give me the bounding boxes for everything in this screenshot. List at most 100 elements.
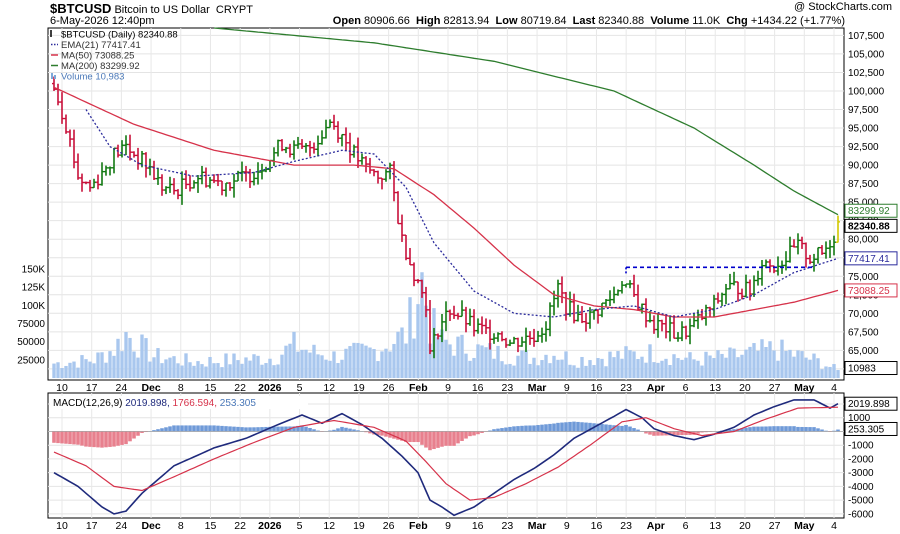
time-tick-label: 19 [353, 382, 365, 394]
volume-bar [444, 339, 448, 378]
volume-bar [184, 353, 188, 378]
volume-bar [688, 352, 692, 378]
macd-histogram-bar [520, 425, 524, 432]
macd-histogram-bar [280, 426, 284, 432]
volume-bar [404, 343, 408, 378]
volume-bar [220, 367, 224, 378]
macd-histogram-bar [156, 429, 160, 432]
volume-bar [80, 355, 84, 378]
price-value-tag: 73088.25 [848, 286, 890, 297]
macd-histogram-bar [832, 430, 836, 432]
ma50-line [53, 86, 839, 318]
volume-bar [644, 362, 648, 378]
macd-histogram-bar [804, 427, 808, 432]
volume-bar [408, 297, 412, 378]
volume-bar [420, 272, 424, 378]
macd-histogram-bar [624, 425, 628, 432]
macd-histogram-bar [188, 425, 192, 432]
macd-histogram-bar [116, 431, 120, 446]
macd-histogram-bar [260, 427, 264, 432]
volume-bar [64, 365, 68, 378]
instrument-name: Bitcoin to US Dollar [114, 4, 210, 16]
macd-value-tag-box [844, 396, 898, 411]
signal-line [53, 406, 839, 501]
macd-histogram-bar [172, 425, 176, 432]
macd-histogram-bar [432, 431, 436, 450]
volume-bar [804, 357, 808, 378]
volume-bar [672, 354, 676, 378]
volume-bar [588, 360, 592, 378]
volume-bar [336, 363, 340, 378]
macd-histogram-bar [752, 426, 756, 432]
volume-bar [776, 360, 780, 378]
volume-bar [292, 331, 296, 378]
macd-histogram-bar [536, 425, 540, 432]
time-tick-label: 12 [323, 520, 335, 532]
macd-histogram-bar [568, 421, 572, 432]
macd-histogram-bar [780, 426, 784, 432]
macd-histogram-bar [796, 426, 800, 432]
macd-histogram-bar [152, 430, 156, 432]
macd-histogram-bar [176, 425, 180, 432]
macd-histogram-bar [560, 422, 564, 432]
macd-histogram-bar [480, 431, 484, 433]
time-tick-label: 26 [383, 520, 395, 532]
price-value-tag: 83299.92 [848, 206, 890, 217]
macd-histogram-bar [68, 431, 72, 445]
macd-histogram-bar [504, 427, 508, 432]
macd-histogram-bar [352, 429, 356, 432]
volume-bar [476, 344, 480, 378]
time-tick-label: 27 [769, 382, 781, 394]
price-value-tag-box [844, 251, 898, 266]
volume-bar [564, 351, 568, 378]
macd-histogram-bar [316, 430, 320, 432]
volume-bar [516, 355, 520, 378]
macd-histogram-bar [488, 430, 492, 432]
volume-bar [632, 351, 636, 378]
macd-histogram-bar [216, 425, 220, 432]
price-tick-label: 102,500 [848, 68, 885, 79]
time-tick-label: Mar [528, 382, 547, 394]
value-tags: 83299.9282340.8877417.4173088.2510983201… [50, 30, 898, 436]
volume-bar [164, 359, 168, 378]
volume-bar [812, 353, 816, 378]
volume-bar [616, 351, 620, 378]
volume-bar [788, 349, 792, 378]
macd-histogram-bar [756, 426, 760, 432]
ema21-line [85, 109, 839, 318]
macd-legend: MACD(12,26,9) 2019.898, 1766.594, 253.30… [53, 398, 256, 409]
volume-bar [156, 348, 160, 378]
macd-histogram-bar [244, 427, 248, 432]
volume-bar [456, 336, 460, 378]
time-tick-label: 20 [739, 382, 751, 394]
volume-bar [344, 348, 348, 378]
volume-bar [224, 353, 228, 378]
volume-bar [360, 343, 364, 378]
volume-bar [216, 363, 220, 378]
macd-histogram-bar [660, 431, 664, 436]
macd-histogram-bar [192, 425, 196, 432]
macd-histogram-bar [684, 431, 688, 435]
macd-histogram-bar [396, 431, 400, 440]
macd-histogram-bar [740, 428, 744, 432]
macd-histogram-bar [500, 428, 504, 432]
time-tick-label: 6 [683, 520, 689, 532]
volume-bar [152, 357, 156, 378]
macd-histogram-bar [132, 431, 136, 439]
macd-value-tag: 2019.898 [848, 399, 890, 410]
macd-histogram-bar [392, 431, 396, 439]
volume-bar [172, 356, 176, 378]
macd-histogram-bar [628, 426, 632, 432]
volume-value: 11.0K [692, 15, 721, 27]
macd-histogram-bar [544, 424, 548, 432]
macd-histogram-bar [728, 429, 732, 432]
macd-histogram-bar [492, 429, 496, 432]
volume-bar [144, 338, 148, 378]
macd-histogram-bar [748, 427, 752, 432]
volume-bar [580, 356, 584, 378]
macd-histogram-bar [556, 422, 560, 432]
macd-histogram-bar [456, 431, 460, 444]
volume-bar [440, 329, 444, 378]
macd-histogram-bar [516, 426, 520, 432]
